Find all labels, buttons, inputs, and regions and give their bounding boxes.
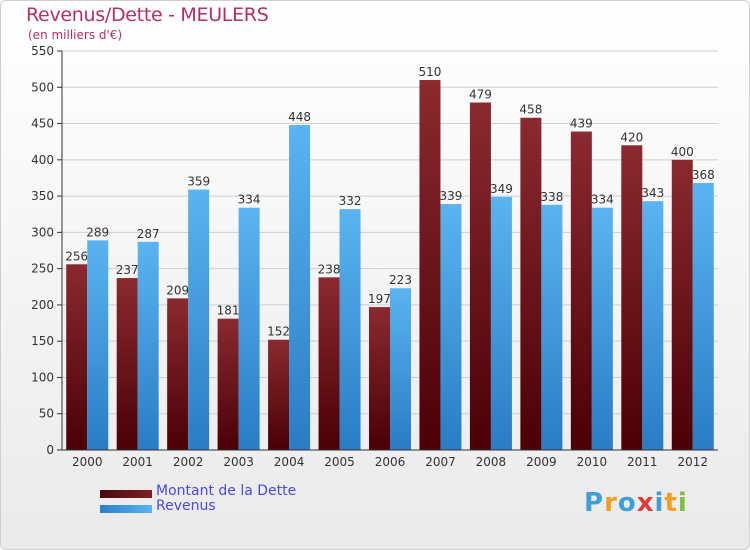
data-label-revenus: 339 xyxy=(440,189,463,203)
data-label-dette: 197 xyxy=(368,292,391,306)
data-label-revenus: 448 xyxy=(288,110,311,124)
data-label-revenus: 289 xyxy=(86,225,109,239)
bar-dette xyxy=(217,318,239,450)
bar-dette xyxy=(671,159,693,450)
data-label-revenus: 368 xyxy=(692,168,715,182)
bar-revenus xyxy=(390,288,411,450)
x-tick-label: 2004 xyxy=(274,455,305,469)
bar-dette xyxy=(66,264,88,450)
x-tick-label: 2011 xyxy=(627,455,658,469)
legend-label-revenus: Revenus xyxy=(156,498,216,514)
data-label-dette: 479 xyxy=(469,88,492,102)
y-tick-label: 400 xyxy=(31,153,54,167)
x-tick-label: 2009 xyxy=(526,455,557,469)
x-tick-label: 2012 xyxy=(677,455,708,469)
bar-dette xyxy=(419,80,441,450)
bar-revenus xyxy=(642,201,664,450)
bar-dette xyxy=(570,131,592,450)
data-label-dette: 510 xyxy=(419,65,442,79)
data-label-revenus: 332 xyxy=(339,194,362,208)
data-label-dette: 152 xyxy=(267,325,290,339)
chart-subtitle: (en milliers d'€) xyxy=(28,28,123,42)
x-tick-label: 2003 xyxy=(223,455,254,469)
y-tick-label: 0 xyxy=(46,443,54,457)
bar-dette xyxy=(318,277,340,450)
data-label-dette: 458 xyxy=(519,103,542,117)
logo-letter: o xyxy=(617,488,637,518)
legend-swatch-revenus xyxy=(100,505,152,513)
data-label-dette: 420 xyxy=(620,130,643,144)
bar-revenus xyxy=(87,240,109,450)
data-label-dette: 209 xyxy=(166,283,189,297)
x-tick-label: 2002 xyxy=(173,455,204,469)
bar-dette xyxy=(520,117,542,450)
y-tick-label: 550 xyxy=(31,44,54,58)
data-label-dette: 237 xyxy=(116,263,139,277)
bar-revenus xyxy=(137,241,159,450)
x-tick-label: 2005 xyxy=(324,455,355,469)
data-label-revenus: 334 xyxy=(591,193,614,207)
data-label-dette: 181 xyxy=(217,304,240,318)
bar-revenus xyxy=(440,204,462,450)
logo-letter: P xyxy=(584,488,605,518)
x-tick-label: 2007 xyxy=(425,455,456,469)
logo-letter: t xyxy=(664,488,678,518)
x-tick-label: 2001 xyxy=(122,455,153,469)
y-tick-label: 50 xyxy=(39,407,54,421)
y-tick-label: 350 xyxy=(31,189,54,203)
y-tick-label: 200 xyxy=(31,298,54,312)
bar-revenus xyxy=(238,207,260,450)
legend-label-dette: Montant de la Dette xyxy=(156,483,297,499)
data-label-revenus: 223 xyxy=(389,273,412,287)
x-tick-label: 2006 xyxy=(375,455,406,469)
y-tick-label: 500 xyxy=(31,80,54,94)
proxiti-logo: Proxiti xyxy=(584,488,688,518)
y-tick-label: 250 xyxy=(31,262,54,276)
data-label-revenus: 338 xyxy=(540,190,563,204)
logo-letter: r xyxy=(604,488,618,518)
y-tick-label: 100 xyxy=(31,370,54,384)
bar-revenus xyxy=(591,207,613,450)
y-tick-label: 300 xyxy=(31,225,54,239)
bar-revenus xyxy=(490,196,512,450)
logo-letter: i xyxy=(654,488,665,518)
data-label-revenus: 334 xyxy=(238,193,261,207)
data-label-dette: 238 xyxy=(318,262,341,276)
bar-revenus xyxy=(188,189,210,450)
logo-letter: i xyxy=(677,488,688,518)
x-tick-label: 2010 xyxy=(577,455,608,469)
bar-dette xyxy=(621,145,643,451)
bar-dette xyxy=(116,278,138,450)
chart-title: Revenus/Dette - MEULERS xyxy=(26,4,269,26)
bar-dette xyxy=(268,339,290,450)
data-label-dette: 439 xyxy=(570,117,593,131)
y-tick-label: 450 xyxy=(31,117,54,131)
data-label-dette: 400 xyxy=(671,145,694,159)
bar-dette xyxy=(469,102,491,451)
legend-swatch-dette xyxy=(100,490,152,498)
data-label-revenus: 343 xyxy=(641,186,664,200)
data-label-revenus: 349 xyxy=(490,182,513,196)
bar-dette xyxy=(167,298,189,450)
data-label-dette: 256 xyxy=(65,249,88,263)
logo-letter: x xyxy=(636,488,655,518)
y-tick-label: 150 xyxy=(31,334,54,348)
bar-revenus xyxy=(692,183,714,451)
data-label-revenus: 287 xyxy=(137,227,160,241)
bar-revenus xyxy=(541,204,563,450)
x-tick-label: 2008 xyxy=(476,455,507,469)
bar-revenus xyxy=(289,124,311,450)
data-label-revenus: 359 xyxy=(187,175,210,189)
bar-revenus xyxy=(339,209,361,450)
x-tick-label: 2000 xyxy=(72,455,103,469)
bar-dette xyxy=(369,307,390,450)
